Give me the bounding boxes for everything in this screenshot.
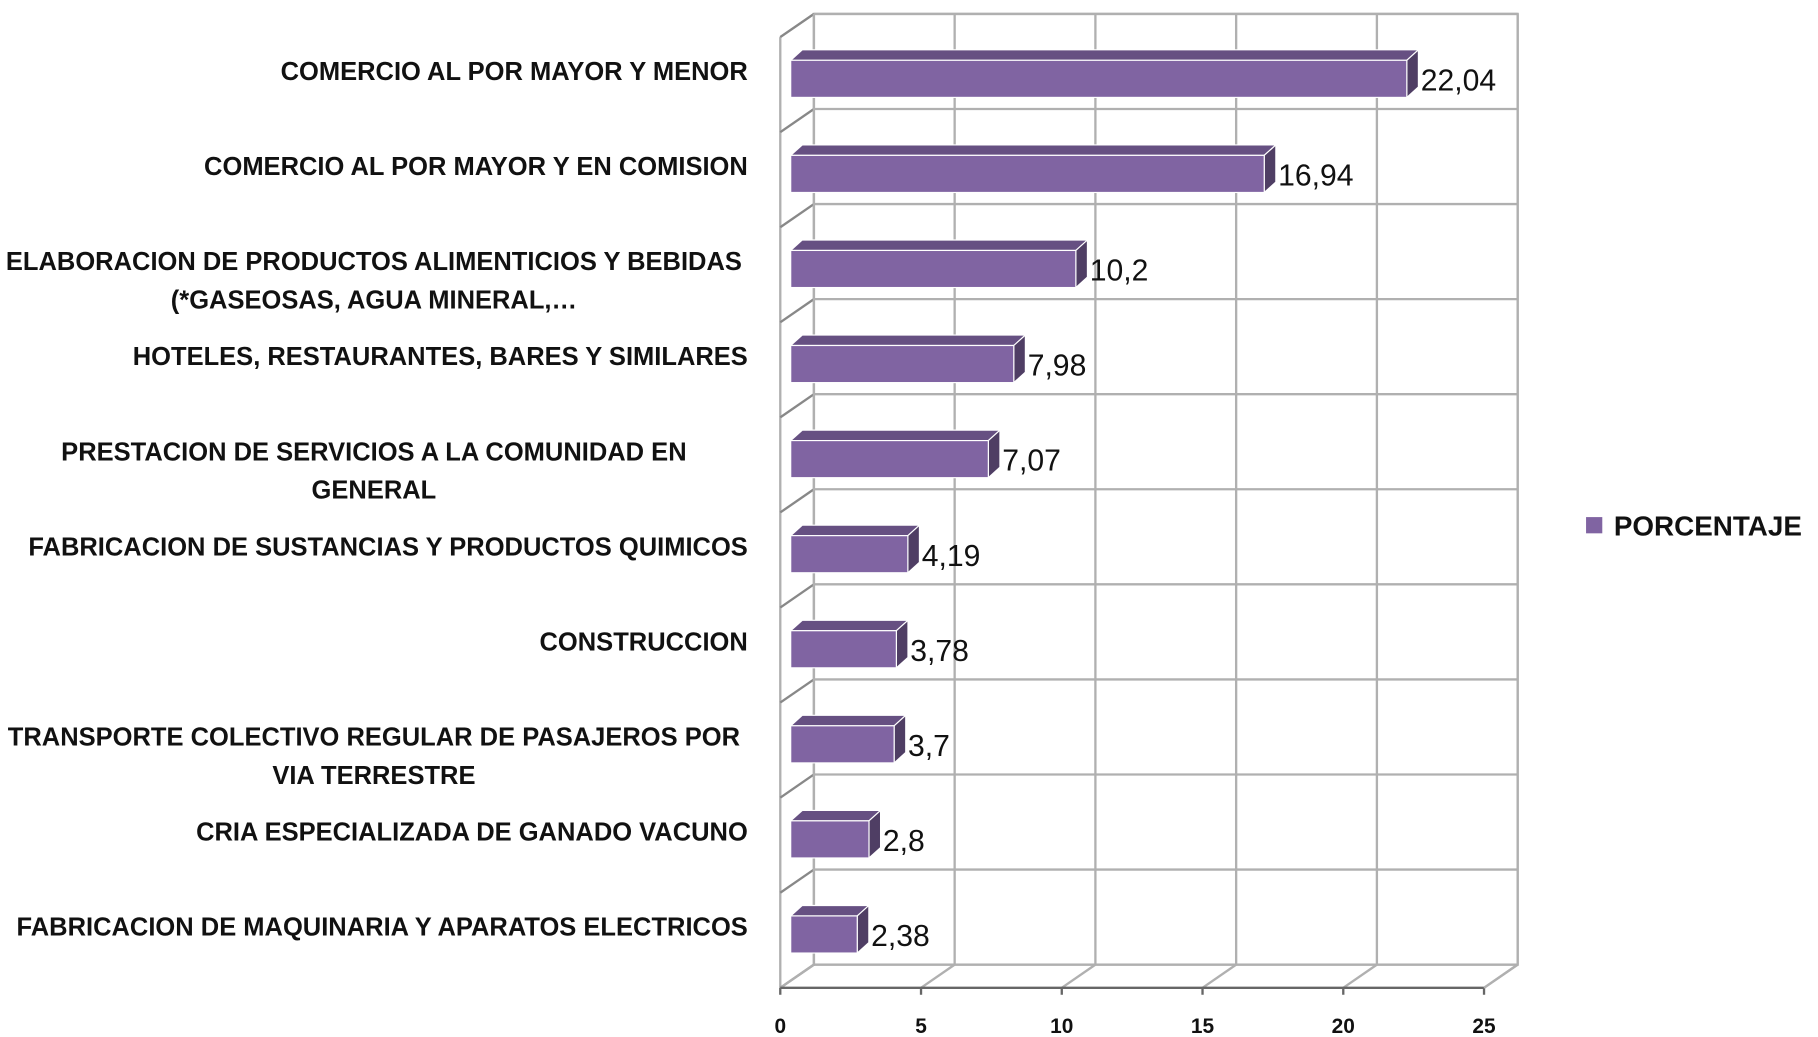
bar-top xyxy=(789,144,1278,156)
bar-top xyxy=(789,49,1420,61)
data-label: 2,38 xyxy=(871,920,930,953)
left-wall-line xyxy=(779,868,815,894)
data-label: 7,07 xyxy=(1002,445,1061,478)
y-tick-label: PRESTACION DE SERVICIOS A LA COMUNIDAD E… xyxy=(61,437,687,505)
bar-top xyxy=(789,809,883,822)
category-label-box: FABRICACION DE SUSTANCIAS Y PRODUCTOS QU… xyxy=(0,528,748,621)
category-label-box: HOTELES, RESTAURANTES, BARES Y SIMILARES xyxy=(0,337,748,430)
left-wall-line xyxy=(779,393,815,419)
floor-grid-line xyxy=(1061,963,1097,989)
floor-grid-line xyxy=(920,963,956,989)
floor-back xyxy=(1483,963,1519,989)
bar xyxy=(790,725,895,764)
legend-swatch xyxy=(1586,517,1603,534)
data-label: 3,78 xyxy=(910,635,969,668)
data-label: 10,2 xyxy=(1090,255,1149,288)
category-label-box: TRANSPORTE COLECTIVO REGULAR DE PASAJERO… xyxy=(0,718,748,811)
bar-top xyxy=(789,429,1002,442)
x-tick-label: 5 xyxy=(915,1015,927,1037)
bar xyxy=(790,915,858,954)
x-tick-label: 25 xyxy=(1472,1015,1496,1037)
y-tick-label: FABRICACION DE SUSTANCIAS Y PRODUCTOS QU… xyxy=(28,532,748,562)
y-tick-label: HOTELES, RESTAURANTES, BARES Y SIMILARES xyxy=(132,342,748,372)
x-tick-label: 15 xyxy=(1191,1015,1215,1037)
plot-root: 0 5 10 15 20 25 COMERCIO AL POR MAYOR Y MENOR C… xyxy=(0,12,1802,1037)
category-label-wrap: FABRICACION DE MAQUINARIA Y APARATOS ELE… xyxy=(0,908,748,1001)
data-label: 7,98 xyxy=(1028,350,1087,383)
bar-top xyxy=(789,524,921,537)
y-tick-label: COMERCIO AL POR MAYOR Y MENOR xyxy=(280,56,748,86)
floor-grid-line xyxy=(1342,963,1378,989)
bar xyxy=(790,344,1015,384)
data-label: 2,8 xyxy=(883,825,925,858)
left-wall-line xyxy=(779,773,815,799)
x-tick-label: 10 xyxy=(1050,1015,1073,1037)
category-label-box: ELABORACION DE PRODUCTOS ALIMENTICIOS Y … xyxy=(0,242,748,335)
bar xyxy=(790,630,897,669)
bar-top xyxy=(789,619,910,632)
left-wall-line xyxy=(779,678,815,704)
y-tick-label: COMERCIO AL POR MAYOR Y EN COMISION xyxy=(204,151,748,181)
category-label-wrap: COMERCIO AL POR MAYOR Y MENOR xyxy=(0,52,748,145)
left-wall-line xyxy=(779,298,815,324)
category-label-box: CONSTRUCCION xyxy=(0,623,748,716)
category-label-wrap: TRANSPORTE COLECTIVO REGULAR DE PASAJERO… xyxy=(0,718,748,811)
left-wall-line xyxy=(779,583,815,609)
bar xyxy=(790,249,1077,289)
category-label-box: COMERCIO AL POR MAYOR Y MENOR xyxy=(0,52,748,145)
category-label-wrap: PRESTACION DE SERVICIOS A LA COMUNIDAD E… xyxy=(0,432,748,525)
category-label-wrap: HOTELES, RESTAURANTES, BARES Y SIMILARES xyxy=(0,337,748,430)
bar-top xyxy=(789,904,871,917)
y-tick-label: FABRICACION DE MAQUINARIA Y APARATOS ELE… xyxy=(16,912,748,942)
category-label-wrap: CONSTRUCCION xyxy=(0,623,748,716)
category-label-wrap: CRIA ESPECIALIZADA DE GANADO VACUNO xyxy=(0,813,748,906)
data-label: 22,04 xyxy=(1421,64,1496,97)
left-wall-line xyxy=(779,488,815,514)
data-label: 4,19 xyxy=(922,540,981,573)
left-wall-line xyxy=(779,203,815,229)
bar-top xyxy=(789,239,1089,252)
floor-grid-line xyxy=(1201,963,1237,989)
y-tick-label: TRANSPORTE COLECTIVO REGULAR DE PASAJERO… xyxy=(7,722,741,790)
category-label-wrap: COMERCIO AL POR MAYOR Y EN COMISION xyxy=(0,147,748,240)
category-label-wrap: FABRICACION DE SUSTANCIAS Y PRODUCTOS QU… xyxy=(0,528,748,621)
bar xyxy=(790,439,989,479)
y-tick-label: ELABORACION DE PRODUCTOS ALIMENTICIOS Y … xyxy=(5,246,742,315)
bar xyxy=(790,820,870,859)
legend-label: PORCENTAJE xyxy=(1614,511,1802,542)
category-label-box: PRESTACION DE SERVICIOS A LA COMUNIDAD E… xyxy=(0,432,748,525)
data-label: 16,94 xyxy=(1278,160,1353,193)
left-wall-line xyxy=(779,12,815,39)
bar xyxy=(790,535,909,574)
bar xyxy=(790,59,1408,98)
x-tick-label: 0 xyxy=(774,1015,786,1037)
bar-top xyxy=(789,714,908,727)
floor-grid-line xyxy=(779,963,815,989)
y-tick-label: CONSTRUCCION xyxy=(539,627,748,657)
category-label-box: CRIA ESPECIALIZADA DE GANADO VACUNO xyxy=(0,813,748,906)
category-label-box: FABRICACION DE MAQUINARIA Y APARATOS ELE… xyxy=(0,908,748,1001)
category-label-wrap: ELABORACION DE PRODUCTOS ALIMENTICIOS Y … xyxy=(0,242,748,335)
data-label: 3,7 xyxy=(908,730,950,763)
bar xyxy=(790,154,1265,194)
left-wall-line xyxy=(779,108,815,134)
bar-top xyxy=(789,334,1027,347)
y-tick-label: CRIA ESPECIALIZADA DE GANADO VACUNO xyxy=(196,817,748,847)
x-tick-label: 20 xyxy=(1332,1015,1355,1037)
category-label-box: COMERCIO AL POR MAYOR Y EN COMISION xyxy=(0,147,748,240)
